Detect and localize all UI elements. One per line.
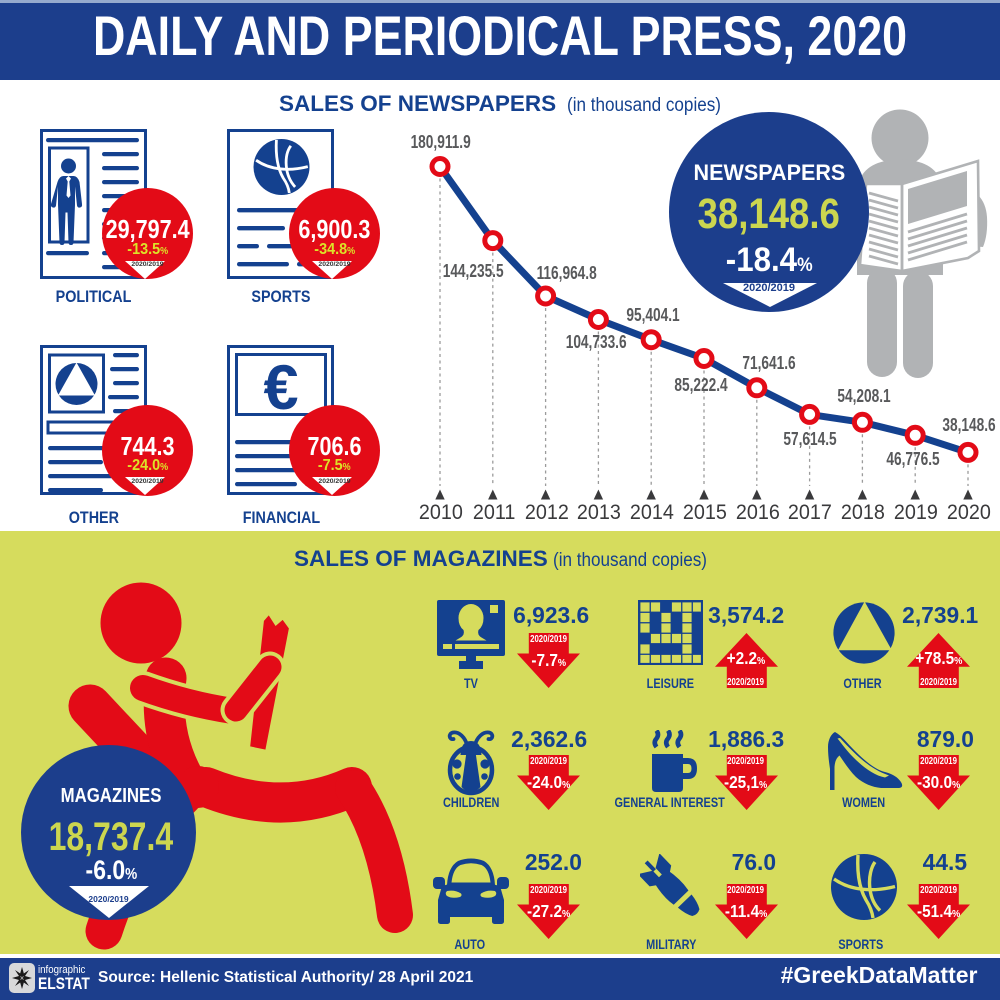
svg-text:€: € xyxy=(263,353,298,423)
